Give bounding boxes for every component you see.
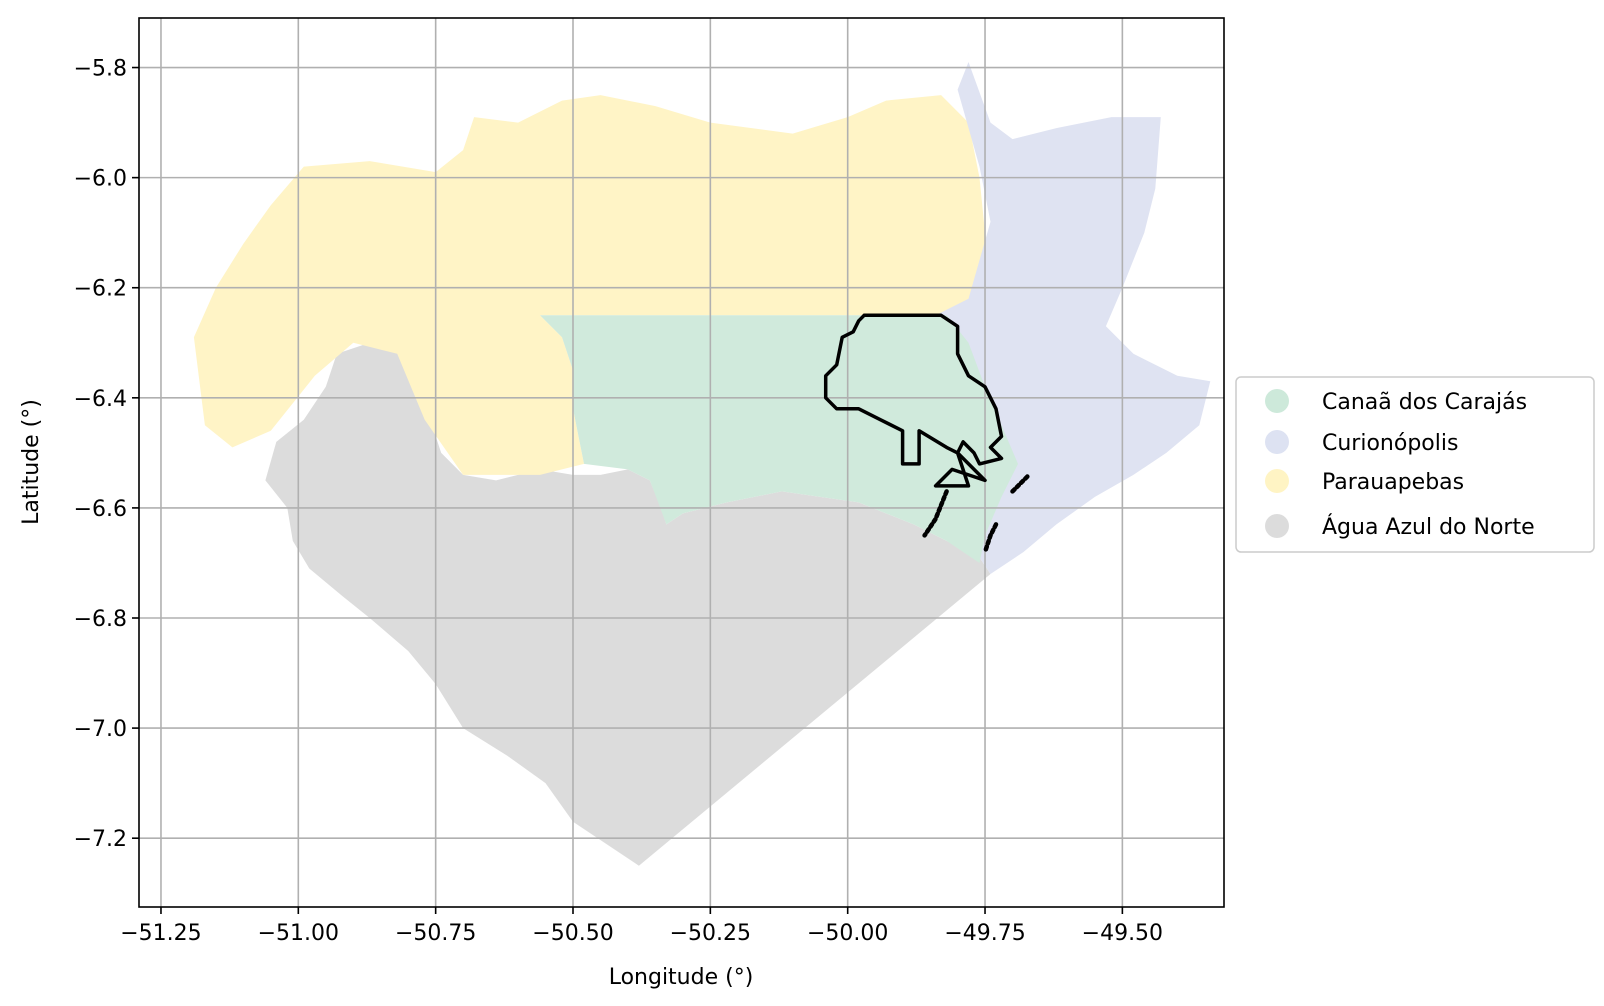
y-tick-label: −5.8 [74,57,127,82]
outline-path [1010,472,1032,494]
legend-label: Canaã dos Carajás [1322,390,1527,415]
y-tick-label: −6.0 [74,167,127,192]
outline-layer [823,313,1032,555]
grid-layer [139,18,1224,907]
legend: Canaã dos Carajás Curionópolis Parauapebas… [1235,376,1595,553]
y-tick-label: −7.2 [74,827,127,852]
y-tick-label: −6.6 [74,497,127,522]
outline-path [823,313,1004,488]
outline-path [922,489,949,538]
legend-label: Curionópolis [1322,431,1458,456]
region-agua-azul-do-norte [265,342,991,866]
x-tick-label: −51.25 [120,921,201,946]
legend-marker [1265,389,1289,413]
x-tick-label: −50.75 [395,921,476,946]
y-tick-label: −6.2 [74,277,127,302]
x-tick-label: −51.00 [258,921,339,946]
x-tick-label: −49.50 [1082,921,1163,946]
y-axis-ticks: −5.8 −6.0 −6.2 −6.4 −6.6 −6.8 −7.0 −7.2 [74,57,139,852]
y-tick-label: −7.0 [74,717,127,742]
x-axis-label: Longitude (°) [609,965,754,990]
x-tick-label: −50.00 [807,921,888,946]
plot-frame [138,17,1225,908]
x-axis-ticks: −51.25 −51.00 −50.75 −50.50 −50.25 −50.00 −49.… [120,907,1163,946]
region-parauapebas [193,95,996,475]
legend-label: Parauapebas [1322,470,1464,495]
y-tick-label: −6.4 [74,387,127,412]
y-tick-label: −6.8 [74,607,127,632]
x-tick-label: −50.50 [532,921,613,946]
legend-marker [1265,514,1289,538]
legend-marker [1265,469,1289,493]
x-tick-label: −49.75 [944,921,1025,946]
legend-box [1235,376,1595,553]
region-layer [193,62,1211,866]
y-axis-label: Latitude (°) [19,399,44,525]
region-canaa-dos-carajas [540,315,1018,563]
outline-path [982,522,999,555]
legend-label: Água Azul do Norte [1322,514,1535,540]
x-tick-label: −50.25 [670,921,751,946]
legend-marker [1265,430,1289,454]
